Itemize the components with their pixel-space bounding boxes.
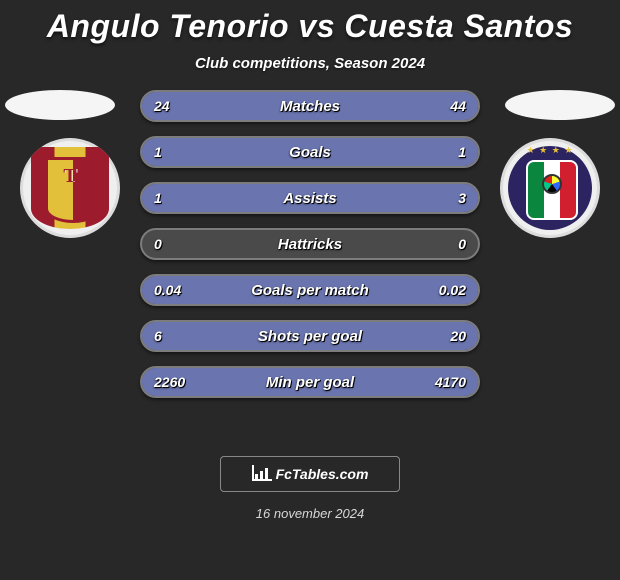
crest-right: ★ ★ ★ ★ [500, 138, 600, 238]
stat-row: 11Goals [140, 136, 480, 168]
stat-label: Min per goal [142, 368, 478, 396]
crest-stars: ★ ★ ★ ★ [508, 145, 592, 156]
page-title: Angulo Tenorio vs Cuesta Santos [0, 0, 620, 45]
stat-row: 13Assists [140, 182, 480, 214]
stat-label: Matches [142, 92, 478, 120]
stat-label: Goals per match [142, 276, 478, 304]
stat-rows: 2444Matches 11Goals 13Assists 00Hattricks 0.… [140, 90, 480, 398]
stat-row: 0.040.02Goals per match [140, 274, 480, 306]
stat-row: 00Hattricks [140, 228, 480, 260]
crest-left [20, 138, 120, 238]
brand-box[interactable]: FcTables.com [220, 456, 400, 492]
stat-row: 620Shots per goal [140, 320, 480, 352]
brand-label: FcTables.com [276, 466, 369, 482]
stat-label: Shots per goal [142, 322, 478, 350]
chart-icon [252, 467, 270, 481]
stat-row: 22604170Min per goal [140, 366, 480, 398]
tolima-crest-art [31, 147, 109, 229]
flag-right [505, 90, 615, 120]
stat-row: 2444Matches [140, 90, 480, 122]
date-label: 16 november 2024 [0, 506, 620, 521]
flag-left [5, 90, 115, 120]
stat-label: Assists [142, 184, 478, 212]
comparison-stage: ★ ★ ★ ★ 2444Matches 11Goals 13Assists 00Hat… [0, 90, 620, 430]
once-crest-art: ★ ★ ★ ★ [508, 146, 592, 230]
stat-label: Hattricks [142, 230, 478, 258]
page-subtitle: Club competitions, Season 2024 [0, 55, 620, 72]
stat-label: Goals [142, 138, 478, 166]
